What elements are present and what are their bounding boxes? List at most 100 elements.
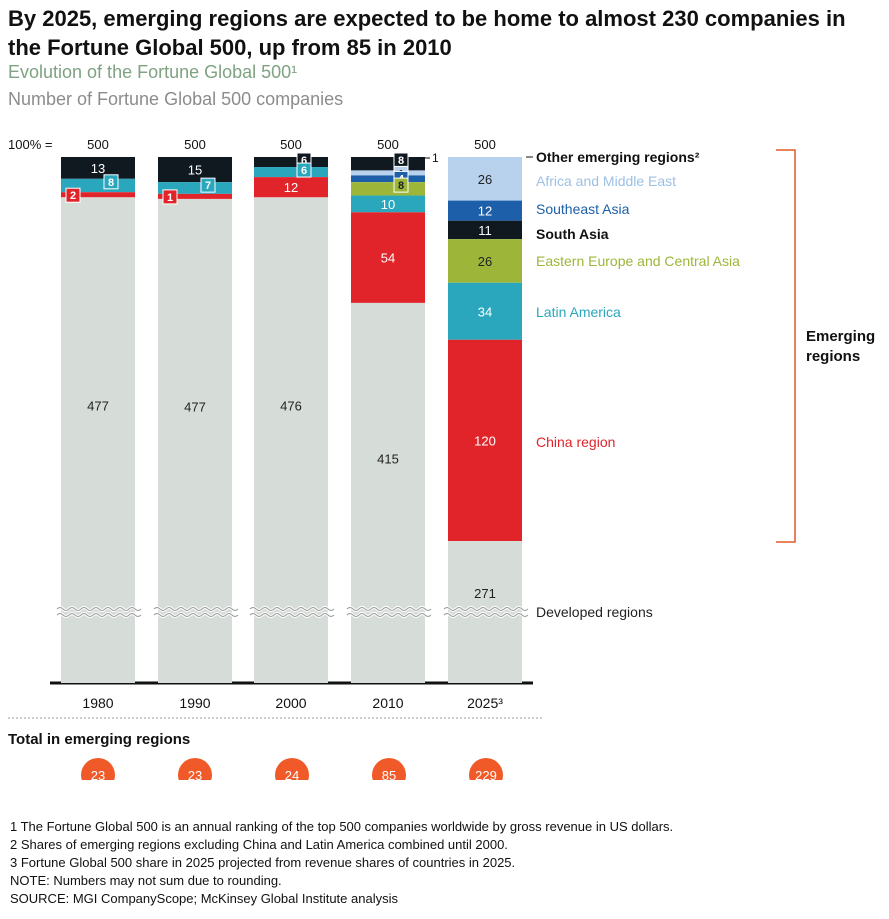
segment-value-label-developed-0: 477 xyxy=(87,399,109,414)
segment-label-box-2-2 xyxy=(296,162,312,178)
segment-value-label-3-3: 8 xyxy=(398,180,404,192)
bar-segment-developed-2 xyxy=(254,197,328,683)
segment-value-label-1-2: 12 xyxy=(284,180,298,195)
legend-label-3: Eastern Europe and Central Asia xyxy=(536,253,740,269)
segment-value-label-developed-4: 271 xyxy=(474,586,496,601)
bar-segment-2-2 xyxy=(254,167,328,178)
emerging-total-value-2: 24 xyxy=(285,768,299,780)
note: NOTE: Numbers may not sum due to roundin… xyxy=(10,873,282,888)
segment-value-label-1-4: 120 xyxy=(474,433,496,448)
emerging-total-value-4: 229 xyxy=(475,768,497,780)
chart-unit-label: Number of Fortune Global 500 companies xyxy=(8,89,344,109)
bar-segment-3-3 xyxy=(351,182,425,196)
axis-break-line-top-1 xyxy=(153,607,239,611)
segment-value-label-7-1: 15 xyxy=(188,163,202,178)
bar-segment-developed-0 xyxy=(61,197,135,683)
x-tick-label-4: 2025³ xyxy=(467,695,503,711)
segment-value-label-2-3: 10 xyxy=(381,197,395,212)
segment-value-label-1-0: 2 xyxy=(70,190,76,202)
axis-break-line-bottom-0 xyxy=(56,613,142,617)
segment-value-label-7-0: 13 xyxy=(91,161,105,176)
bar-segment-5-4 xyxy=(448,200,522,221)
x-tick-label-1: 1990 xyxy=(179,695,210,711)
footnotes: 1 The Fortune Global 500 is an annual ra… xyxy=(10,818,880,908)
axis-break-line-bottom-1 xyxy=(153,613,239,617)
segment-value-label-africa-2010: 1 xyxy=(432,151,439,165)
footnote-1: 1 The Fortune Global 500 is an annual ra… xyxy=(10,819,674,834)
bar-segment-developed-1 xyxy=(158,198,232,684)
footnote-2: 2 Shares of emerging regions excluding C… xyxy=(10,837,508,852)
emerging-total-value-1: 23 xyxy=(188,768,202,780)
segment-label-box-1-1 xyxy=(162,189,178,205)
legend-label-4: South Asia xyxy=(536,226,609,242)
legend-label-5: Southeast Asia xyxy=(536,201,630,217)
segment-value-label-5-4: 12 xyxy=(478,204,492,219)
segment-value-label-2-1: 7 xyxy=(205,180,211,192)
emerging-total-circle-0 xyxy=(81,758,115,780)
emerging-regions-bracket xyxy=(776,149,796,543)
bar-segment-6-4 xyxy=(448,157,522,201)
emerging-total-circle-1 xyxy=(178,758,212,780)
segment-value-label-7-3: 8 xyxy=(398,155,404,167)
axis-break-line-bottom-3 xyxy=(346,613,432,617)
bar-segment-7-2 xyxy=(254,157,328,168)
stacked-bar-chart: 100% =1382477500198023157147750019902366… xyxy=(8,137,796,780)
bar-segment-6-3 xyxy=(351,170,425,176)
bar-segment-7-3 xyxy=(351,157,425,171)
bar-total-label-0: 500 xyxy=(87,137,109,152)
axis-break-line-bottom-4 xyxy=(443,613,529,617)
segment-value-label-developed-2: 476 xyxy=(280,399,302,414)
segment-value-label-developed-1: 477 xyxy=(184,399,206,414)
emerging-regions-bracket-label: Emerging regions xyxy=(806,328,876,365)
source: SOURCE: MGI CompanyScope; McKinsey Globa… xyxy=(10,891,398,906)
bar-segment-7-0 xyxy=(61,157,135,179)
bar-segment-1-4 xyxy=(448,339,522,541)
bar-segment-2-4 xyxy=(448,282,522,340)
emerging-total-circle-2 xyxy=(275,758,309,780)
total-emerging-label: Total in emerging regions xyxy=(8,731,191,748)
emerging-total-value-0: 23 xyxy=(91,768,105,780)
emerging-total-circle-4 xyxy=(469,758,503,780)
footnote-3: 3 Fortune Global 500 share in 2025 proje… xyxy=(10,855,516,870)
chart-subtitle: Evolution of the Fortune Global 500¹ xyxy=(8,62,298,82)
bar-segment-1-2 xyxy=(254,177,328,198)
x-tick-label-2: 2000 xyxy=(275,695,306,711)
axis-break-line-top-0 xyxy=(56,607,142,611)
bar-segment-4-4 xyxy=(448,220,522,240)
bar-segment-3-4 xyxy=(448,239,522,283)
legend-label-7: Other emerging regions² xyxy=(536,149,700,165)
legend-label-2: Latin America xyxy=(536,304,621,320)
x-tick-label-3: 2010 xyxy=(372,695,403,711)
segment-label-box-1-0 xyxy=(65,187,81,203)
x-tick-label-0: 1980 xyxy=(82,695,113,711)
page-title: By 2025, emerging regions are expected t… xyxy=(8,6,846,60)
bar-segment-1-3 xyxy=(351,212,425,303)
bar-segment-1-1 xyxy=(158,193,232,199)
bar-total-label-1: 500 xyxy=(184,137,206,152)
bar-total-label-3: 500 xyxy=(377,137,399,152)
emerging-total-value-3: 85 xyxy=(382,768,396,780)
bar-total-label-2: 500 xyxy=(280,137,302,152)
bar-segment-7-1 xyxy=(158,157,232,183)
segment-value-label-2-0: 8 xyxy=(108,177,114,189)
total-header-label: 100% = xyxy=(8,137,52,152)
segment-value-label-2-2: 6 xyxy=(301,165,307,177)
segment-value-label-developed-3: 415 xyxy=(377,451,399,466)
bar-segment-2-3 xyxy=(351,195,425,213)
segment-value-label-7-2: 6 xyxy=(301,155,307,167)
bar-segment-developed-3 xyxy=(351,302,425,683)
bar-total-label-4: 500 xyxy=(474,137,496,152)
segment-value-label-1-3: 54 xyxy=(381,251,395,266)
segment-label-box-3-3 xyxy=(393,177,409,193)
axis-break-line-top-3 xyxy=(346,607,432,611)
segment-label-box-2-0 xyxy=(103,174,119,190)
segment-value-label-6-4: 26 xyxy=(478,172,492,187)
legend-label-0: Developed regions xyxy=(536,604,653,620)
legend-label-6: Africa and Middle East xyxy=(536,173,676,189)
emerging-total-circle-3 xyxy=(372,758,406,780)
axis-break-line-bottom-2 xyxy=(249,613,335,617)
legend-label-1: China region xyxy=(536,434,615,450)
bar-segment-5-3 xyxy=(351,175,425,183)
segment-label-box-2-1 xyxy=(200,177,216,193)
bar-segment-1-0 xyxy=(61,192,135,198)
